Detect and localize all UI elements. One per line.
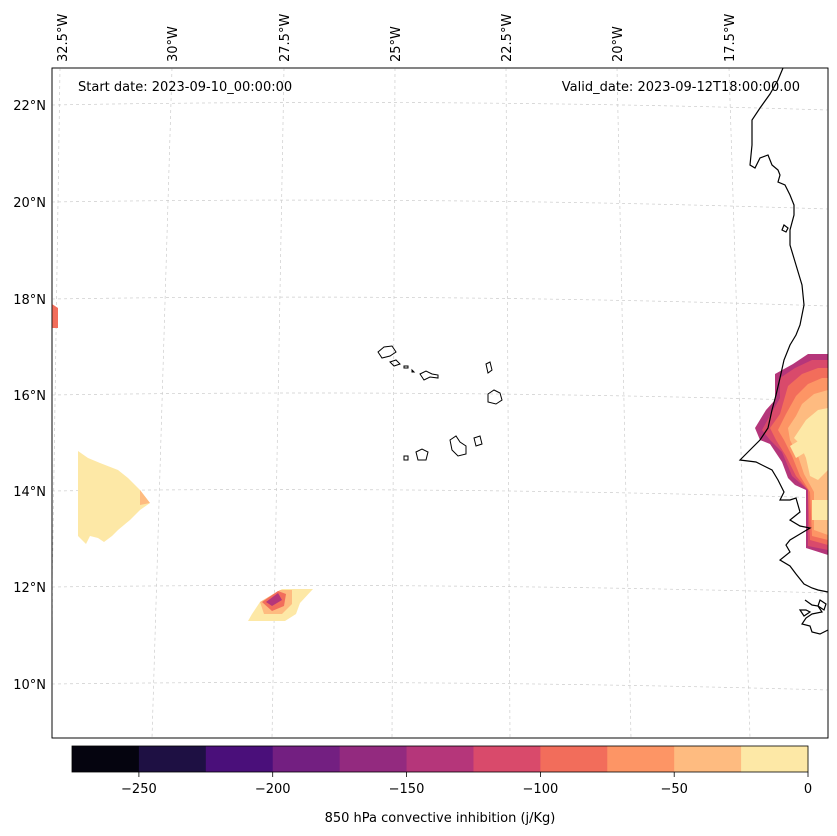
colorbar-tick-label: −100 [523, 782, 559, 797]
colorbar-tick-label: −250 [121, 782, 157, 797]
colorbar-outline [71, 745, 809, 773]
longitude-labels: 32.5°W 30°W 27.5°W 25°W 22.5°W 20°W 17.5… [56, 14, 738, 62]
colorbar-swatch [339, 746, 408, 772]
lon-label-30w: 30°W [166, 26, 181, 62]
cape-verde-islands [377, 345, 503, 461]
colorbar-ticks: −250 −200 −150 −100 −50 0 [121, 772, 812, 797]
lat-label-22n: 22°N [13, 99, 46, 114]
cin-patch-west [78, 451, 150, 544]
colorbar-swatch [473, 746, 541, 772]
cin-patch-west-edge [52, 304, 58, 328]
colorbar-swatch [205, 746, 274, 772]
lat-label-14n: 14°N [13, 485, 46, 500]
graticule [52, 68, 828, 738]
start-date-label: Start date: 2023-09-10_00:00:00 [78, 80, 292, 95]
lon-label-17-5w: 17.5°W [723, 14, 738, 62]
colorbar-swatches [72, 746, 809, 772]
lon-label-25w: 25°W [389, 26, 404, 62]
lon-label-20w: 20°W [611, 26, 626, 62]
colorbar-swatch [674, 746, 742, 772]
lat-label-10n: 10°N [13, 678, 46, 693]
colorbar-swatch [540, 746, 608, 772]
colorbar-tick-label: −150 [389, 782, 425, 797]
map-frame [51, 67, 829, 739]
valid-date-label: Valid_date: 2023-09-12T18:00:00.00 [562, 80, 800, 95]
colorbar-swatch [72, 746, 140, 772]
latitude-labels: 22°N 20°N 18°N 16°N 14°N 12°N 10°N [13, 99, 46, 693]
colorbar-label: 850 hPa convective inhibition (j/Kg) [325, 811, 556, 826]
coastline [738, 68, 828, 635]
colorbar-tick-label: −50 [660, 782, 687, 797]
colorbar-swatch [272, 746, 341, 772]
lat-label-16n: 16°N [13, 389, 46, 404]
lon-label-32-5w: 32.5°W [56, 14, 71, 62]
colorbar-swatch [406, 746, 474, 772]
colorbar-swatch [138, 746, 207, 772]
colorbar-tick-label: −200 [255, 782, 291, 797]
colorbar-tick-label: 0 [804, 782, 812, 797]
lat-label-18n: 18°N [13, 293, 46, 308]
colorbar-swatch [607, 746, 675, 772]
lat-label-20n: 20°N [13, 196, 46, 211]
lat-label-12n: 12°N [13, 581, 46, 596]
colorbar: −250 −200 −150 −100 −50 0 850 hPa convec… [71, 745, 812, 826]
colorbar-swatch [741, 746, 809, 772]
lon-label-22-5w: 22.5°W [500, 14, 515, 62]
lon-label-27-5w: 27.5°W [278, 14, 293, 62]
cin-patch-south [248, 589, 313, 621]
